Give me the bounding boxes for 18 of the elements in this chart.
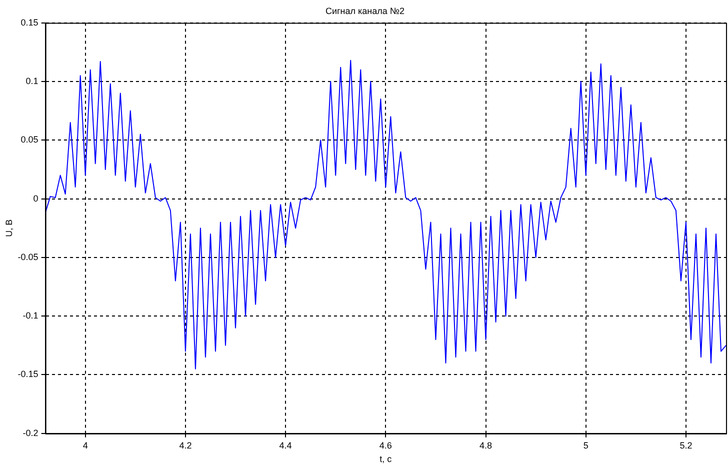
y-tick-label: -0.15 [18, 369, 38, 380]
y-tick-label: 0 [33, 193, 38, 204]
y-tick-label: 0.05 [20, 134, 38, 145]
y-tick-label: -0.05 [18, 252, 38, 262]
x-tick-label: 5.2 [680, 440, 692, 450]
x-tick-label: 4 [82, 440, 88, 450]
y-tick-label: 0.15 [20, 17, 38, 28]
x-tick-label: 4.2 [179, 440, 192, 450]
x-tick-label: 5 [583, 440, 588, 450]
x-tick-label: 4.6 [379, 440, 392, 450]
chart-title: Сигнал канала №2 [325, 6, 405, 16]
x-axis-title: t, c [380, 454, 392, 464]
x-tick-label: 4.4 [279, 440, 292, 450]
x-tick-label: 4.8 [480, 440, 492, 450]
y-axis-title: U, B [4, 219, 14, 237]
y-tick-label: -0.1 [22, 310, 38, 321]
y-tick-label: 0.1 [26, 76, 38, 86]
y-tick-label: -0.2 [22, 428, 38, 438]
